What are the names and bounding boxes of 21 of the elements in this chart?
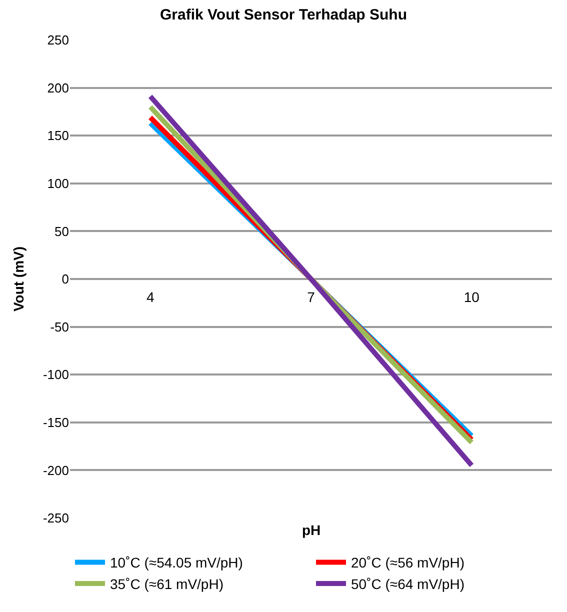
x-axis-title: pH [302, 522, 321, 538]
y-tick-label: 100 [47, 176, 69, 191]
legend-label: 10˚C (≈54.05 mV/pH) [110, 554, 243, 571]
y-tick-label: -100 [42, 367, 69, 382]
y-tick-label: 50 [54, 224, 69, 239]
y-tick-label: 150 [47, 128, 69, 144]
y-tick-label: 0 [62, 272, 69, 287]
y-tick-label: 200 [47, 80, 69, 96]
legend-label: 35˚C (≈61 mV/pH) [110, 576, 224, 592]
x-tick-label: 10 [464, 289, 480, 305]
legend-label: 50˚C (≈64 mV/pH) [351, 576, 464, 592]
y-tick-label: 250 [47, 32, 69, 48]
x-tick-label: 7 [307, 289, 316, 305]
y-tick-label: -50 [50, 319, 69, 334]
y-tick-label: -200 [42, 462, 69, 478]
y-axis-title: Vout (mV) [10, 246, 27, 312]
chart-title: Grafik Vout Sensor Terhadap Suhu [160, 6, 407, 24]
y-tick-label: -250 [42, 510, 69, 526]
y-tick-label: -150 [42, 414, 69, 430]
legend-label: 20˚C (≈56 mV/pH) [351, 554, 464, 571]
x-tick-label: 4 [146, 289, 154, 305]
